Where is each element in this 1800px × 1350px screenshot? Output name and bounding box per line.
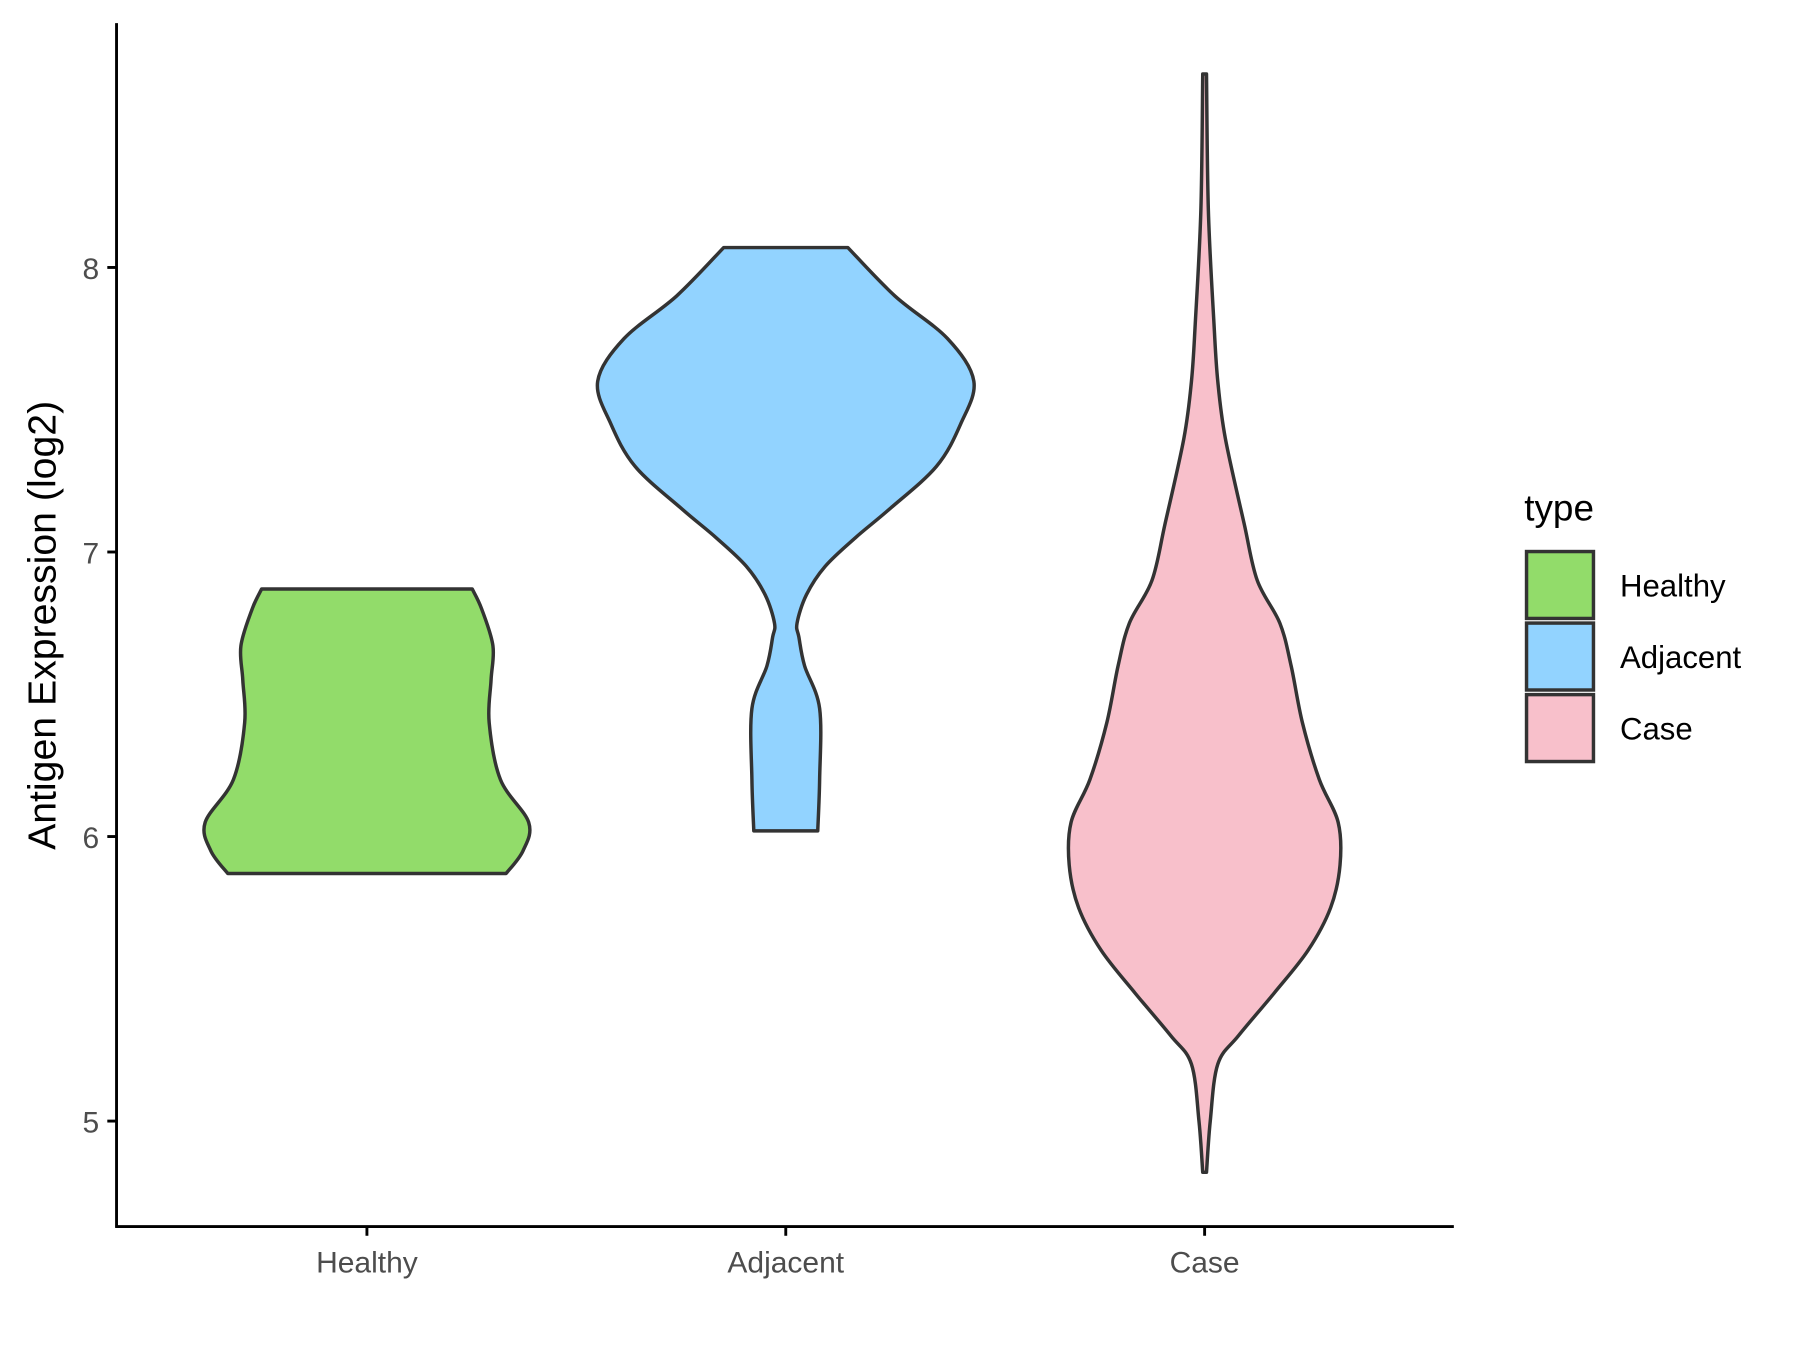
x-tick-label: Healthy: [316, 1247, 418, 1280]
legend-label: Adjacent: [1620, 640, 1742, 675]
violin-case: [1066, 72, 1343, 1175]
legend-key-healthy: [1524, 549, 1596, 621]
violin-healthy: [202, 587, 532, 876]
legend-label: Case: [1620, 712, 1693, 747]
y-axis-label: Antigen Expression (log2): [20, 401, 64, 850]
violin-adjacent: [595, 245, 976, 833]
legend: type Healthy Adjacent Case: [1524, 487, 1742, 764]
y-ticks: 5 6 7 8: [83, 253, 117, 1140]
x-ticks: Healthy Adjacent Case: [316, 1226, 1240, 1280]
violins: [202, 72, 1343, 1175]
legend-title: type: [1524, 487, 1594, 528]
x-tick-label: Case: [1170, 1247, 1240, 1280]
x-tick-label: Adjacent: [727, 1247, 844, 1280]
legend-key-case: [1524, 692, 1596, 764]
y-tick-label: 8: [83, 253, 100, 286]
y-tick-label: 5: [83, 1107, 100, 1140]
y-tick-label: 6: [83, 822, 100, 855]
y-tick-label: 7: [83, 538, 100, 571]
legend-key-adjacent: [1524, 621, 1596, 692]
legend-label: Healthy: [1620, 569, 1726, 604]
